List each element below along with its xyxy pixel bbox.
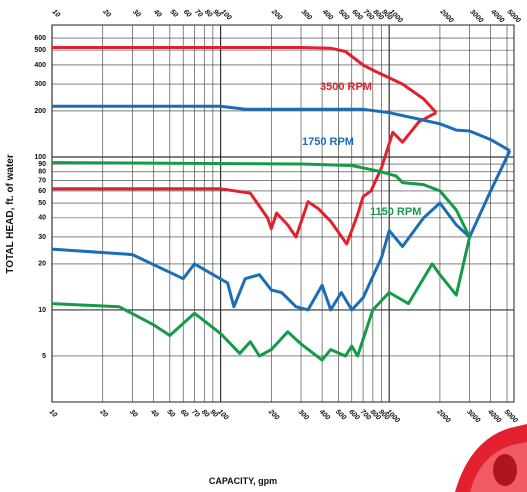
x-tick-label: 3000 (468, 8, 484, 24)
y-tick-label: 90 (38, 161, 46, 168)
y-tick-label: 400 (34, 62, 46, 69)
x-tick-label: 100 (216, 408, 229, 421)
x-tick-label: 200 (266, 408, 280, 422)
x-tick-label: 4000 (486, 408, 503, 425)
x-tick-label: 4000 (489, 8, 506, 25)
x-tick-label: 80 (203, 8, 214, 19)
x-tick-label: 5000 (506, 8, 522, 24)
x-tick-label: 20 (101, 8, 112, 19)
x-tick-label: 700 (359, 408, 372, 421)
x-tick-label: 90 (208, 408, 219, 419)
y-tick-label: 80 (38, 169, 46, 176)
curve-label: 1150 RPM (370, 206, 421, 218)
x-tick-label: 300 (300, 8, 313, 21)
y-tick-label: 30 (38, 234, 46, 241)
curve-line (51, 150, 512, 312)
x-tick-label: 20 (98, 408, 109, 419)
x-tick-label: 2000 (435, 408, 452, 425)
x-tick-label: 2000 (438, 8, 455, 25)
x-tick-label: 40 (148, 408, 159, 419)
y-tick-label: 60 (38, 188, 46, 195)
y-tick-label: 300 (34, 81, 46, 88)
x-tick-label: 90 (211, 8, 222, 19)
x-tick-label: 80 (200, 408, 211, 419)
y-tick-label: 20 (38, 261, 46, 268)
y-tick-label: 40 (38, 215, 46, 222)
x-tick-label: 500 (337, 8, 350, 21)
x-tick-label: 30 (131, 8, 142, 19)
x-tick-label: 60 (179, 408, 190, 419)
curve-line (52, 46, 438, 114)
x-tick-label: 60 (182, 8, 193, 19)
x-tick-label: 100 (219, 8, 232, 21)
decoration (455, 424, 527, 492)
curve-label: 1750 RPM (302, 136, 354, 148)
y-tick-label: 100 (34, 154, 46, 161)
curve-line (52, 104, 511, 152)
y-tick-label: 600 (34, 35, 46, 42)
x-tick-label: 70 (193, 8, 204, 19)
curve-line (52, 111, 437, 246)
x-tick-label: 300 (297, 408, 310, 421)
x-tick-label: 70 (190, 408, 201, 419)
x-tick-label: 50 (165, 408, 176, 419)
x-tick-label: 10 (48, 408, 59, 419)
y-tick-label: 500 (34, 47, 46, 54)
x-tick-label: 600 (347, 408, 360, 421)
x-tick-label: 500 (334, 408, 347, 421)
x-tick-label: 30 (128, 408, 139, 419)
x-tick-label: 600 (350, 8, 363, 21)
x-tick-label: 10 (51, 8, 62, 19)
curve-line (51, 161, 471, 238)
x-tick-label: 700 (362, 8, 375, 21)
x-tick-label: 400 (317, 408, 331, 422)
y-tick-label: 50 (38, 200, 46, 207)
x-tick-label: 5000 (503, 408, 519, 424)
curve-line (51, 236, 472, 362)
y-tick-label: 5 (42, 353, 46, 360)
curve-label: 3500 RPM (320, 81, 372, 93)
plot-area (51, 24, 515, 403)
x-tick-label: 200 (269, 8, 283, 22)
x-tick-label: 400 (320, 8, 334, 22)
x-tick-label: 50 (168, 8, 179, 19)
y-axis-label: TOTAL HEAD, ft. of water (5, 154, 16, 274)
x-axis-label: CAPACITY, gpm (209, 476, 277, 486)
x-tick-label: 3000 (465, 408, 481, 424)
y-tick-label: 10 (38, 307, 46, 314)
y-tick-label: 70 (38, 178, 46, 185)
y-tick-label: 200 (34, 108, 46, 115)
x-tick-label: 40 (151, 8, 162, 19)
